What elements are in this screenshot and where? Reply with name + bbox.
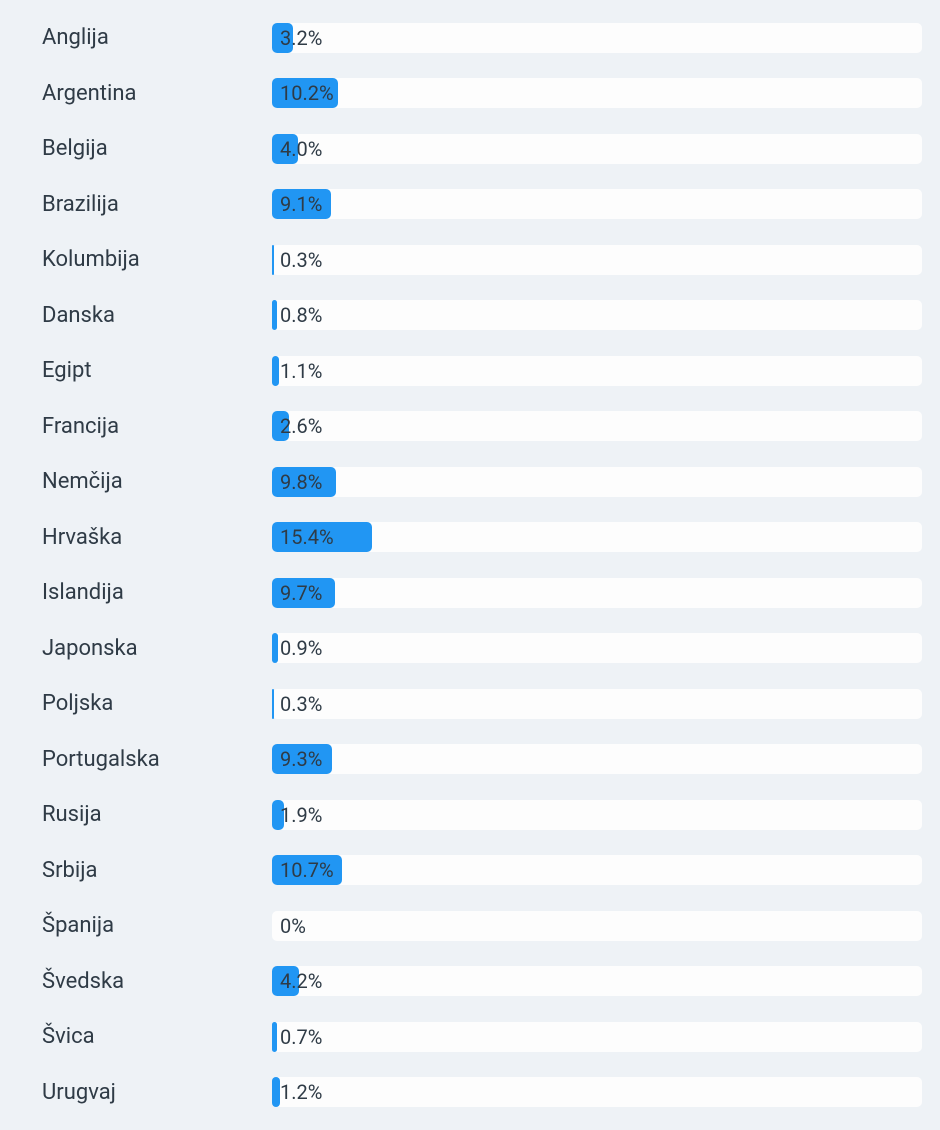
bar-row: Anglija3.2% [42,10,922,66]
bar-track: 0.8% [272,300,922,330]
bar-row: Srbija10.7% [42,843,922,899]
bar-track: 9.8% [272,467,922,497]
bar-label: Švedska [42,969,272,994]
bar-row: Hrvaška15.4% [42,510,922,566]
bar-value: 0.8% [272,303,322,327]
bar-track: 1.1% [272,356,922,386]
bar-row: Islandija9.7% [42,565,922,621]
bar-track: 9.1% [272,189,922,219]
bar-label: Poljska [42,691,272,716]
bar-row: Francija2.6% [42,399,922,455]
bar-label: Portugalska [42,747,272,772]
bar-value: 10.7% [272,858,334,882]
bar-value: 10.2% [272,81,334,105]
bar-value: 1.2% [272,1080,322,1104]
bar-value: 4.2% [272,969,322,993]
bar-row: Argentina10.2% [42,66,922,122]
bar-label: Nemčija [42,469,272,494]
bar-label: Kolumbija [42,247,272,272]
bar-label: Danska [42,303,272,328]
bar-value: 4.0% [272,137,322,161]
bar-row: Rusija1.9% [42,787,922,843]
bar-label: Egipt [42,358,272,383]
bar-label: Brazilija [42,192,272,217]
bar-track: 0% [272,911,922,941]
bar-value: 0.3% [272,248,322,272]
bar-track: 10.7% [272,855,922,885]
bar-track: 15.4% [272,522,922,552]
bar-track: 4.0% [272,134,922,164]
bar-row: Brazilija9.1% [42,177,922,233]
bar-value: 1.1% [272,359,322,383]
bar-track: 0.3% [272,689,922,719]
bar-row: Egipt1.1% [42,343,922,399]
bar-value: 0% [272,914,306,938]
bar-value: 0.3% [272,692,322,716]
bar-row: Nemčija9.8% [42,454,922,510]
bar-row: Švedska4.2% [42,954,922,1010]
bar-label: Belgija [42,136,272,161]
bar-label: Hrvaška [42,525,272,550]
bar-track: 9.3% [272,744,922,774]
bar-row: Danska0.8% [42,288,922,344]
bar-track: 10.2% [272,78,922,108]
bar-value: 9.1% [272,192,322,216]
bar-track: 3.2% [272,23,922,53]
bar-value: 9.3% [272,747,322,771]
bar-label: Francija [42,414,272,439]
bar-row: Poljska0.3% [42,676,922,732]
bar-value: 2.6% [272,414,322,438]
bar-label: Urugvaj [42,1080,272,1105]
bar-label: Anglija [42,25,272,50]
bar-track: 1.9% [272,800,922,830]
bar-track: 0.3% [272,245,922,275]
bar-label: Španija [42,913,272,938]
bar-track: 2.6% [272,411,922,441]
bar-value: 0.9% [272,636,322,660]
bar-value: 9.7% [272,581,322,605]
bar-label: Islandija [42,580,272,605]
bar-track: 0.7% [272,1022,922,1052]
bar-row: Švica0.7% [42,1009,922,1065]
bar-value: 9.8% [272,470,322,494]
bar-track: 4.2% [272,966,922,996]
bar-label: Japonska [42,636,272,661]
bar-row: Japonska0.9% [42,621,922,677]
bar-value: 15.4% [272,525,334,549]
bar-label: Švica [42,1024,272,1049]
bar-row: Urugvaj1.2% [42,1065,922,1121]
bar-label: Srbija [42,858,272,883]
bar-track: 9.7% [272,578,922,608]
bar-value: 0.7% [272,1025,322,1049]
bar-track: 1.2% [272,1077,922,1107]
bar-row: Španija0% [42,898,922,954]
bar-track: 0.9% [272,633,922,663]
bar-value: 1.9% [272,803,322,827]
bar-row: Belgija4.0% [42,121,922,177]
bar-label: Rusija [42,802,272,827]
bar-label: Argentina [42,81,272,106]
poll-bar-chart: Anglija3.2%Argentina10.2%Belgija4.0%Braz… [0,0,940,1130]
bar-value: 3.2% [272,26,322,50]
bar-row: Portugalska9.3% [42,732,922,788]
bar-row: Kolumbija0.3% [42,232,922,288]
